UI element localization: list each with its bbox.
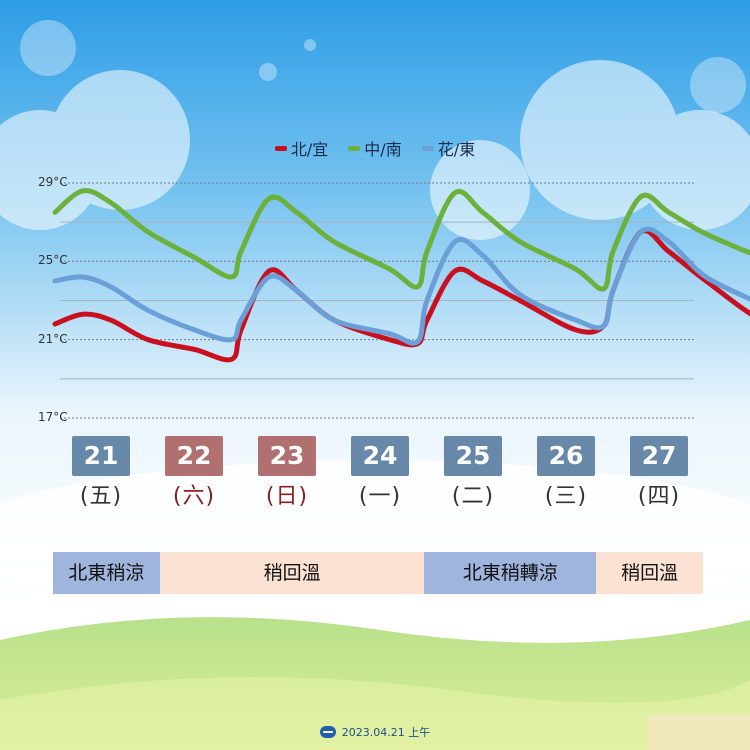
series-line-1 xyxy=(52,188,750,292)
day-weekday: (五) xyxy=(79,484,123,509)
legend-item-1: 中/南 xyxy=(348,136,402,160)
series-line-2 xyxy=(52,226,750,346)
day-label: 27 (四) xyxy=(630,436,688,510)
y-tick-label: 21°C xyxy=(38,331,68,346)
day-number: 23 xyxy=(258,436,316,476)
trend-segment-3: 稍回溫 xyxy=(596,552,703,594)
legend-label: 北/宜 xyxy=(290,140,329,159)
legend-item-0: 北/宜 xyxy=(274,136,329,160)
day-weekday: (六) xyxy=(172,484,216,509)
day-label: 26 (三) xyxy=(537,436,595,510)
day-label: 25 (二) xyxy=(444,436,502,510)
day-weekday: (一) xyxy=(358,484,402,509)
day-number: 27 xyxy=(630,436,688,476)
series-line-0 xyxy=(52,228,750,363)
day-weekday: (日) xyxy=(265,484,309,509)
day-weekday: (四) xyxy=(637,484,681,509)
day-label: 23 (日) xyxy=(258,436,316,510)
day-number: 22 xyxy=(165,436,223,476)
legend-swatch xyxy=(421,145,434,151)
trend-segment-2: 北東稍轉涼 xyxy=(424,552,597,594)
day-label: 22 (六) xyxy=(165,436,223,510)
day-number: 24 xyxy=(351,436,409,476)
corner-decoration xyxy=(648,714,750,750)
day-weekday: (二) xyxy=(451,484,495,509)
trend-segment-1: 稍回溫 xyxy=(159,552,425,594)
legend-swatch xyxy=(274,145,287,151)
trend-segment-0: 北東稍涼 xyxy=(53,552,160,594)
y-tick-label: 25°C xyxy=(38,253,68,268)
legend-item-2: 花/東 xyxy=(421,136,476,160)
day-number: 25 xyxy=(444,436,502,476)
day-weekday: (三) xyxy=(544,484,588,509)
day-label: 21 (五) xyxy=(72,436,130,510)
legend-label: 中/南 xyxy=(364,140,402,159)
footer: 2023.04.21 上午 xyxy=(0,724,750,740)
day-label: 24 (一) xyxy=(351,436,409,510)
day-number: 26 xyxy=(537,436,595,476)
issue-date: 2023.04.21 上午 xyxy=(341,726,431,739)
chart-legend: 北/宜 中/南 花/東 xyxy=(0,136,750,160)
forecast-trend-bar: 北東稍涼 稍回溫 北東稍轉涼 稍回溫 xyxy=(53,552,703,594)
day-number: 21 xyxy=(72,436,130,476)
y-tick-label: 17°C xyxy=(38,410,68,424)
y-tick-label: 29°C xyxy=(38,175,68,189)
legend-swatch xyxy=(348,145,361,151)
cwb-logo-icon xyxy=(319,726,336,738)
legend-label: 花/東 xyxy=(437,140,476,159)
